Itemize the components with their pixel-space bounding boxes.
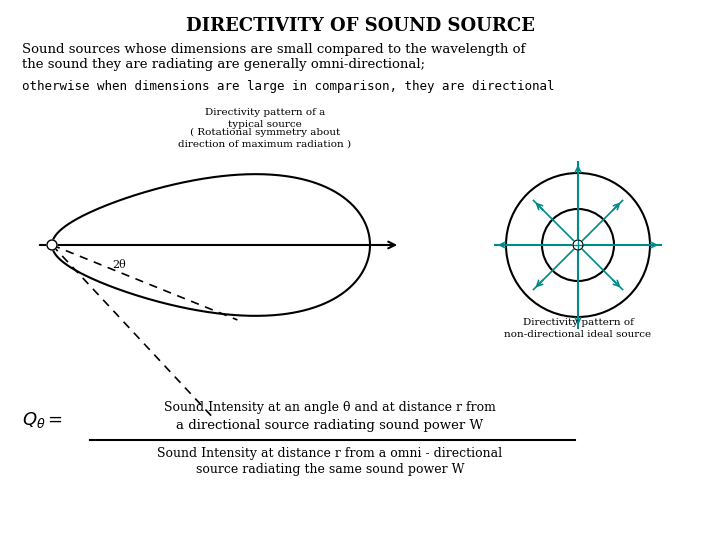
Text: a directional source radiating sound power W: a directional source radiating sound pow… [176,420,484,433]
Text: $Q_\theta =$: $Q_\theta =$ [22,410,63,430]
Text: DIRECTIVITY OF SOUND SOURCE: DIRECTIVITY OF SOUND SOURCE [186,17,534,35]
Text: source radiating the same sound power W: source radiating the same sound power W [196,463,464,476]
Text: Sound Intensity at an angle θ and at distance r from: Sound Intensity at an angle θ and at dis… [164,402,496,415]
Text: otherwise when dimensions are large in comparison, they are directional: otherwise when dimensions are large in c… [22,80,554,93]
Text: the sound they are radiating are generally omni-directional;: the sound they are radiating are general… [22,58,425,71]
Text: 2θ: 2θ [112,260,126,270]
Text: Sound sources whose dimensions are small compared to the wavelength of: Sound sources whose dimensions are small… [22,43,526,56]
Text: Sound Intensity at distance r from a omni - directional: Sound Intensity at distance r from a omn… [158,448,503,461]
Text: Directivity pattern of
non-directional ideal source: Directivity pattern of non-directional i… [505,318,652,339]
Text: ( Rotational symmetry about
direction of maximum radiation ): ( Rotational symmetry about direction of… [179,128,351,149]
Text: Directivity pattern of a
typical source: Directivity pattern of a typical source [205,108,325,129]
Circle shape [573,240,583,250]
Circle shape [47,240,57,250]
